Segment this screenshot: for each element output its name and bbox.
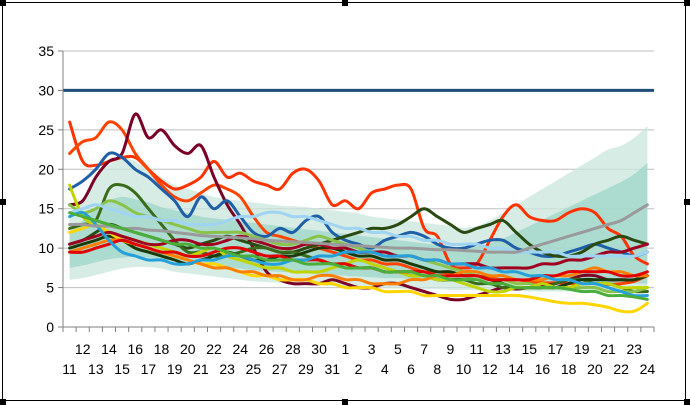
- x-tick-label-5: 16: [127, 341, 143, 357]
- x-tick-label-6: 17: [141, 361, 157, 377]
- series-line-17: [68, 211, 649, 301]
- y-tick-label-10: 10: [38, 240, 54, 256]
- x-tick-label-41: 21: [600, 341, 616, 357]
- axes: [58, 50, 655, 332]
- x-axis-tick-labels: 1112131415161718192021222324252627282930…: [62, 341, 655, 377]
- y-tick-label-5: 5: [46, 280, 54, 296]
- series-line-14: [68, 210, 649, 298]
- x-tick-label-15: 26: [259, 341, 275, 357]
- selection-handle-bottom-center[interactable]: [342, 399, 348, 405]
- x-tick-label-19: 30: [311, 341, 327, 357]
- x-tick-label-39: 19: [574, 341, 590, 357]
- x-tick-label-23: 3: [368, 341, 376, 357]
- x-tick-label-18: 29: [298, 361, 314, 377]
- x-tick-label-36: 16: [535, 361, 551, 377]
- x-tick-label-32: 12: [482, 361, 498, 377]
- selection-handle-middle-left[interactable]: [0, 199, 6, 205]
- x-tick-label-4: 15: [114, 361, 130, 377]
- y-tick-label-0: 0: [46, 319, 54, 335]
- selection-handle-top-right[interactable]: [684, 0, 690, 6]
- x-tick-label-14: 25: [246, 361, 262, 377]
- x-tick-label-10: 21: [193, 361, 209, 377]
- y-tick-label-35: 35: [38, 43, 54, 59]
- x-tick-label-34: 14: [508, 361, 524, 377]
- x-tick-label-33: 13: [495, 341, 511, 357]
- series-line-1: [68, 120, 649, 270]
- x-tick-label-3: 14: [101, 341, 117, 357]
- x-tick-label-29: 9: [447, 341, 455, 357]
- y-axis-tick-labels: 0 5 10 15 20 25 30 35: [38, 43, 54, 335]
- x-tick-label-9: 20: [180, 341, 196, 357]
- series-line-16: [68, 203, 649, 254]
- x-tick-label-30: 10: [456, 361, 472, 377]
- x-tick-label-31: 11: [469, 341, 484, 357]
- x-tick-label-24: 4: [381, 361, 389, 377]
- x-tick-label-17: 28: [285, 341, 301, 357]
- selection-handle-bottom-left[interactable]: [0, 399, 6, 405]
- x-tick-label-20: 31: [324, 361, 340, 377]
- x-tick-label-26: 6: [407, 361, 415, 377]
- y-tick-label-25: 25: [38, 122, 54, 138]
- x-tick-label-42: 22: [613, 361, 629, 377]
- x-tick-label-7: 18: [154, 341, 170, 357]
- x-tick-label-35: 15: [521, 341, 537, 357]
- x-tick-label-21: 1: [341, 341, 349, 357]
- x-tick-label-37: 17: [548, 341, 564, 357]
- chart-frame: 0 5 10 15 20 25 30 35 11 12 13 14 15 16 17 18 19 20 21 22 2…: [2, 2, 686, 401]
- x-tick-label-27: 7: [420, 341, 428, 357]
- selection-handle-bottom-right[interactable]: [684, 399, 690, 405]
- x-tick-label-1: 12: [75, 341, 91, 357]
- y-tick-label-20: 20: [38, 161, 54, 177]
- x-tick-label-40: 20: [587, 361, 603, 377]
- x-tick-label-43: 23: [627, 341, 643, 357]
- selection-handle-middle-right[interactable]: [684, 199, 690, 205]
- x-tick-label-16: 27: [272, 361, 288, 377]
- x-tick-label-8: 19: [167, 361, 183, 377]
- x-tick-label-28: 8: [433, 361, 441, 377]
- plot-area: [58, 50, 655, 332]
- x-tick-label-0: 11: [62, 361, 77, 377]
- y-tick-label-30: 30: [38, 82, 54, 98]
- x-tick-label-25: 5: [394, 341, 402, 357]
- x-tick-label-38: 18: [561, 361, 577, 377]
- x-tick-label-12: 23: [219, 361, 235, 377]
- x-tick-label-2: 13: [88, 361, 104, 377]
- y-tick-label-15: 15: [38, 201, 54, 217]
- selection-handle-top-left[interactable]: [0, 0, 6, 6]
- x-tick-label-13: 24: [233, 341, 249, 357]
- x-tick-label-44: 24: [640, 361, 656, 377]
- series-lines: [68, 112, 649, 314]
- x-tick-label-11: 22: [206, 341, 222, 357]
- series-line-15: [68, 203, 649, 258]
- x-tick-label-22: 2: [355, 361, 363, 377]
- selection-handle-top-center[interactable]: [342, 0, 348, 6]
